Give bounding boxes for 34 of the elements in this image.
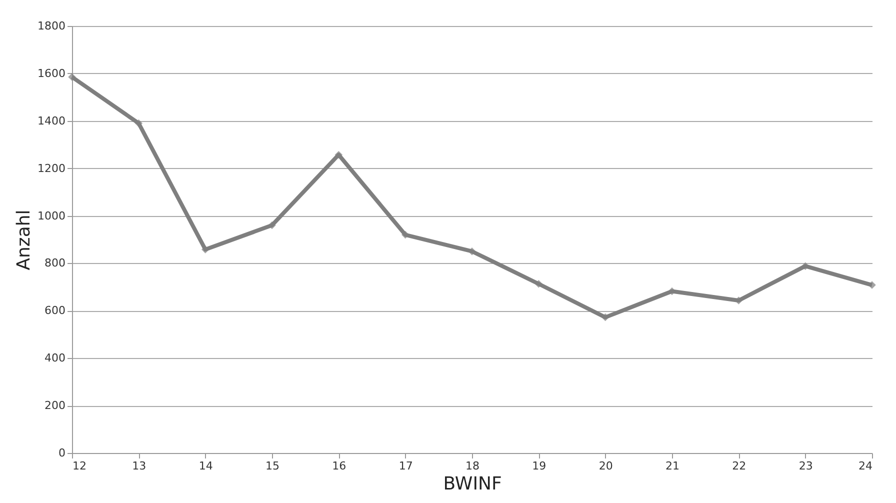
- point: [268, 221, 276, 230]
- y-tick-label: 1200: [38, 162, 66, 175]
- point: [134, 119, 143, 128]
- x-tick-label: 22: [732, 460, 746, 472]
- point: [534, 280, 543, 288]
- point: [334, 150, 343, 159]
- x-tick-label: 21: [666, 460, 680, 472]
- point: [601, 313, 610, 322]
- x-axis-title: BWINF: [443, 474, 502, 494]
- x-tick-label: 19: [532, 460, 546, 472]
- x-tick-label: 17: [398, 460, 413, 472]
- y-axis-title: Anzahl: [14, 210, 35, 270]
- x-tick-label: 23: [798, 460, 813, 472]
- y-tick-label: 0: [58, 446, 66, 460]
- point: [868, 281, 876, 289]
- y-tick-label: 600: [44, 304, 66, 318]
- x-tick-label: 13: [132, 460, 146, 472]
- x-tick-label: 16: [332, 460, 346, 472]
- point: [68, 73, 76, 81]
- x-tick-label: 24: [858, 460, 872, 472]
- x-tick-label: 20: [598, 460, 613, 472]
- y-tick-label: 1600: [38, 66, 66, 80]
- y-tick-label: 400: [44, 352, 66, 365]
- x-tick-label: 15: [266, 460, 280, 472]
- point: [201, 246, 210, 254]
- y-tick-label: 1800: [38, 20, 66, 32]
- y-tick-label: 200: [44, 399, 66, 412]
- y-tick-label: 800: [44, 256, 66, 270]
- x-tick-label: 12: [72, 460, 86, 472]
- x-tick-label: 18: [466, 460, 480, 472]
- point: [468, 247, 476, 256]
- y-tick-label: 1000: [38, 209, 66, 222]
- x-tick-label: 14: [198, 460, 213, 472]
- y-tick-label: 1400: [38, 114, 66, 128]
